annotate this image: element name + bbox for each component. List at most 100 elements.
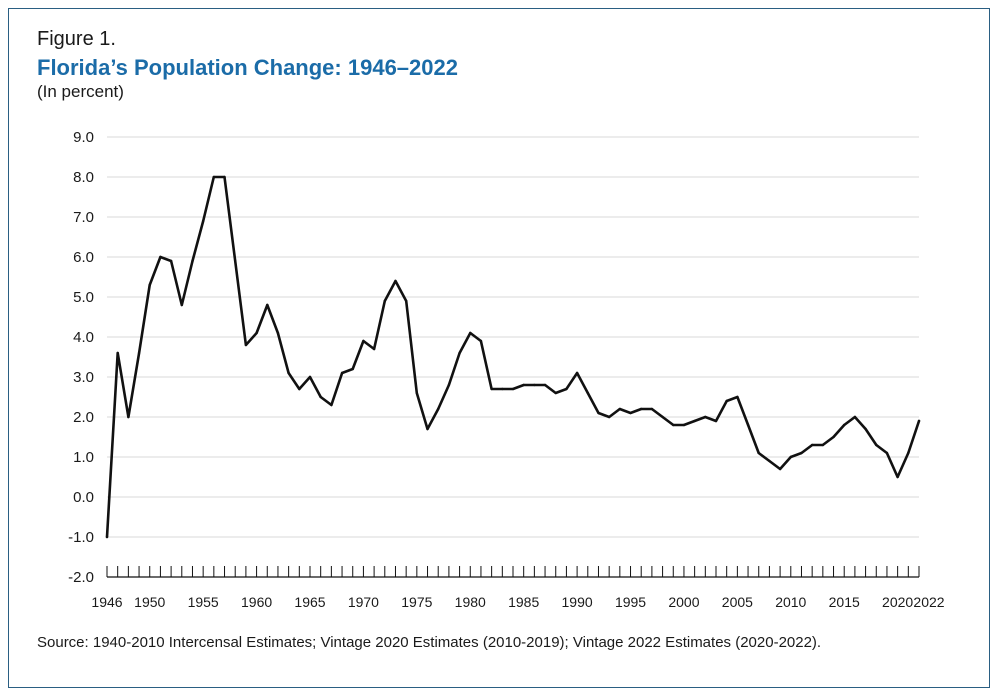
data-point [789,455,792,459]
data-point [479,339,483,343]
data-point [148,283,151,287]
data-point [704,415,707,419]
x-tick-label: 1985 [508,594,539,610]
data-point [650,407,654,411]
data-point [298,387,301,391]
data-point [736,395,739,399]
x-tick-label: 1955 [188,594,219,610]
y-tick-label: 9.0 [73,129,94,146]
data-point [821,443,825,447]
x-tick-label: 2000 [668,594,699,610]
y-tick-label: 8.0 [73,169,94,186]
chart-subtitle: (In percent) [37,82,124,101]
series-line [105,175,921,539]
data-point [394,279,397,283]
data-point [244,343,248,347]
data-point [896,475,899,479]
data-point [501,387,504,391]
x-tick-label: 2020 [882,594,913,610]
data-point [800,451,803,455]
gridlines [107,136,919,538]
data-point [127,415,130,419]
data-point [404,299,408,303]
data-point [853,415,857,419]
x-tick-label: 2022 [913,594,944,610]
source-note: Source: 1940-2010 Intercensal Estimates;… [37,634,822,651]
data-point [875,443,878,447]
data-point [885,451,889,455]
data-point [437,407,440,411]
data-point [426,427,429,431]
data-point [746,423,750,427]
data-point [522,383,525,387]
x-tick-label: 2015 [829,594,860,610]
data-point [159,255,162,259]
data-point [287,371,290,375]
y-tick-label: -2.0 [68,569,94,586]
x-tick-label: 2005 [722,594,753,610]
y-axis-tick-labels: 9.0 8.0 7.0 6.0 5.0 4.0 3.0 2.0 1.0 0.0 -1.0 -2.0 [68,129,94,586]
data-point [768,459,771,463]
x-tick-label: 1995 [615,594,646,610]
y-tick-label: 4.0 [73,329,94,346]
data-point [105,535,109,539]
data-point [415,391,419,395]
data-point [843,423,846,427]
data-point [597,411,600,415]
data-point [682,423,686,427]
y-tick-label: 0.0 [73,489,94,506]
y-tick-label: -1.0 [68,529,94,546]
y-tick-label: 6.0 [73,249,94,266]
x-tick-label: 1975 [401,594,432,610]
data-point [458,351,461,355]
data-point [137,351,141,355]
data-point [607,415,611,419]
data-point [180,303,183,307]
data-point [533,383,536,387]
data-point [234,259,237,263]
data-point [319,395,322,399]
data-point [917,419,921,423]
data-point [543,383,547,387]
x-axis [106,566,920,578]
data-point [116,351,119,355]
data-point [255,331,258,335]
x-tick-label: 1960 [241,594,272,610]
data-point [586,391,589,395]
data-point [618,407,622,411]
x-tick-label: 1970 [348,594,379,610]
x-tick-label: 1980 [455,594,486,610]
series-layer [105,175,921,539]
y-tick-label: 2.0 [73,409,94,426]
y-tick-label: 5.0 [73,289,94,306]
x-tick-label: 2010 [775,594,806,610]
data-point [372,347,376,351]
y-tick-label: 7.0 [73,209,94,226]
x-axis-tick-labels: 1946 1950 1955 1960 1965 1970 1975 1980 1985 1990… [91,594,944,610]
data-point [565,387,568,391]
figure-label: Figure 1. [37,28,116,50]
data-point [832,435,835,439]
y-tick-label: 1.0 [73,449,94,466]
data-point [191,259,194,263]
data-point [223,175,226,179]
x-tick-label: 1950 [134,594,165,610]
data-point [725,399,728,403]
data-point [212,175,216,179]
x-tick-label: 1965 [294,594,325,610]
data-point [693,419,696,423]
data-point [778,467,782,471]
data-point [554,391,557,395]
data-point [276,331,280,335]
data-point [362,339,365,343]
data-point [714,419,718,423]
data-point [511,387,515,391]
data-point [575,371,579,375]
figure-frame [8,8,990,688]
data-point [757,451,760,455]
data-point [330,403,333,407]
data-point [201,219,205,223]
data-point [169,259,173,263]
data-point [661,415,664,419]
